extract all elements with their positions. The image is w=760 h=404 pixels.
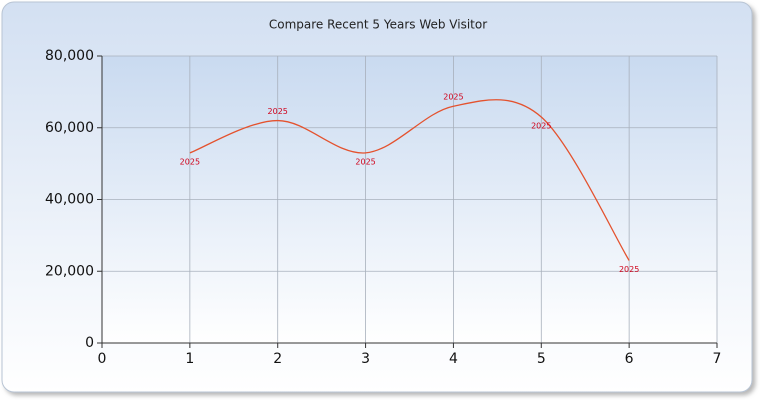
- x-tick-label: 2: [273, 351, 282, 367]
- y-tick-label: 80,000: [45, 48, 94, 64]
- y-tick-label: 0: [85, 335, 94, 351]
- x-tick-label: 6: [625, 351, 634, 367]
- chart-title: Compare Recent 5 Years Web Visitor: [269, 18, 487, 32]
- y-tick-label: 40,000: [45, 192, 94, 208]
- y-tick-label: 60,000: [45, 120, 94, 136]
- x-tick-label: 7: [713, 351, 722, 367]
- data-label: 2025: [531, 121, 551, 130]
- data-label: 2025: [180, 157, 200, 166]
- x-tick-label: 0: [98, 351, 107, 367]
- x-tick-label: 4: [449, 351, 458, 367]
- x-tick-label: 5: [537, 351, 546, 367]
- line: [189, 99, 630, 261]
- data-label: 2025: [619, 265, 639, 274]
- data-label: 2025: [443, 93, 463, 102]
- data-label: 2025: [268, 107, 288, 116]
- x-tick-label: 1: [185, 351, 194, 367]
- y-tick-label: 20,000: [45, 263, 94, 279]
- x-tick-label: 3: [361, 351, 370, 367]
- data-label: 2025: [355, 157, 375, 166]
